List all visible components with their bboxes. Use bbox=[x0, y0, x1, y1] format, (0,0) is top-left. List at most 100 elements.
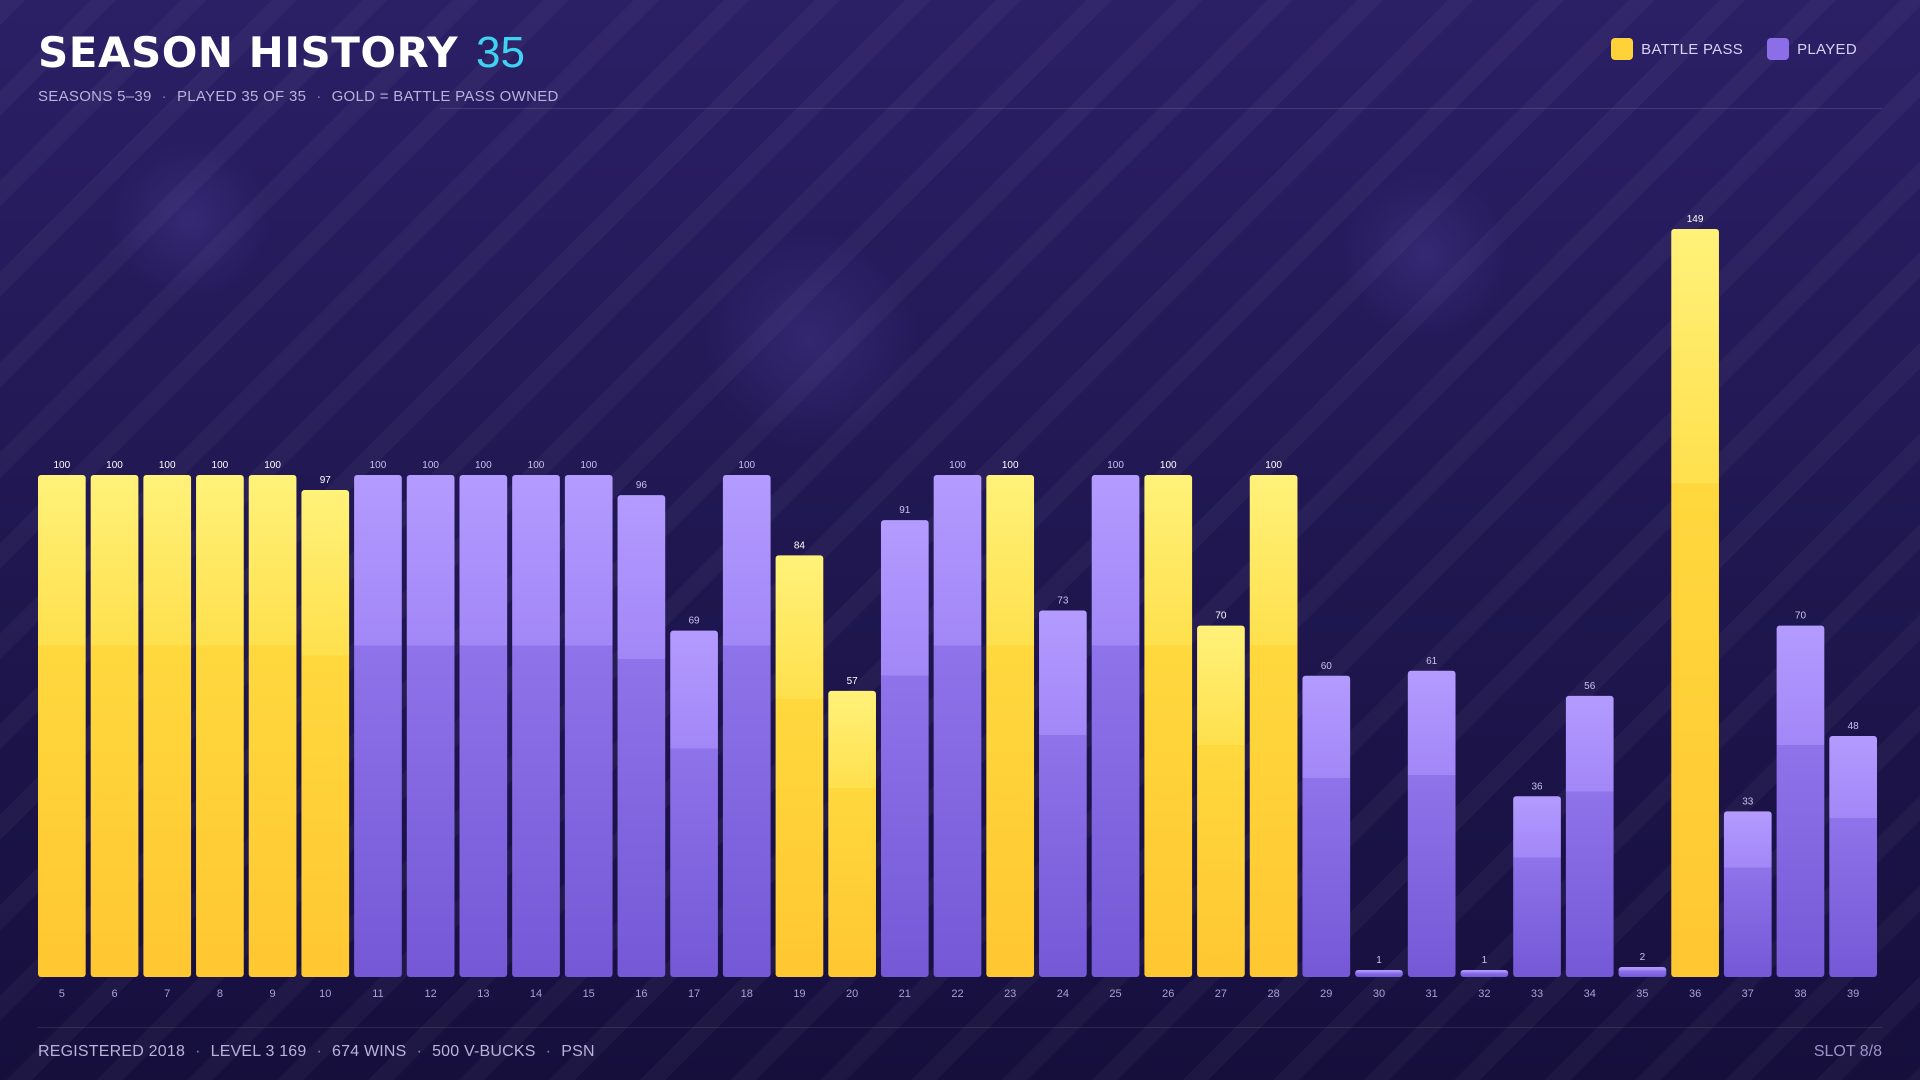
value-label-season-5: 100 bbox=[53, 460, 70, 471]
bar-season-38 bbox=[1776, 625, 1825, 977]
category-label-season-20: 20 bbox=[846, 988, 858, 1000]
bar-season-8 bbox=[196, 475, 244, 977]
category-label-season-21: 21 bbox=[899, 988, 911, 1000]
bar-season-17 bbox=[670, 630, 718, 977]
bar-season-9 bbox=[248, 475, 297, 977]
header-divider bbox=[440, 108, 1882, 109]
footer-separator: · bbox=[316, 1043, 323, 1060]
bar-season-13 bbox=[459, 475, 508, 977]
value-label-season-39: 48 bbox=[1848, 721, 1860, 732]
bar-season-12 bbox=[406, 475, 455, 977]
bar-season-28 bbox=[1249, 475, 1298, 977]
bar-season-26 bbox=[1144, 475, 1193, 977]
bar-season-20 bbox=[828, 690, 876, 977]
footer-separator: · bbox=[416, 1043, 423, 1060]
subtitle-seasons-range: SEASONS 5–39 bbox=[38, 88, 152, 105]
category-label-season-27: 27 bbox=[1215, 988, 1227, 1000]
footer-wins: 674 WINS bbox=[332, 1043, 407, 1060]
value-label-season-36: 149 bbox=[1687, 214, 1704, 225]
subtitle-played-count: PLAYED 35 OF 35 bbox=[176, 88, 307, 105]
value-label-season-27: 70 bbox=[1215, 611, 1227, 622]
value-label-season-37: 33 bbox=[1742, 796, 1754, 807]
category-label-season-34: 34 bbox=[1584, 988, 1596, 1000]
value-label-season-19: 84 bbox=[794, 540, 806, 551]
category-label-season-16: 16 bbox=[635, 988, 647, 1000]
category-label-season-22: 22 bbox=[951, 988, 963, 1000]
category-label-season-9: 9 bbox=[270, 988, 276, 1000]
value-label-season-6: 100 bbox=[106, 460, 123, 471]
value-label-season-24: 73 bbox=[1057, 596, 1069, 607]
category-label-season-30: 30 bbox=[1373, 988, 1385, 1000]
category-label-season-17: 17 bbox=[688, 988, 700, 1000]
value-label-season-21: 91 bbox=[899, 505, 911, 516]
category-label-season-12: 12 bbox=[425, 988, 437, 1000]
bar-season-24 bbox=[1039, 610, 1087, 977]
value-label-season-31: 61 bbox=[1426, 656, 1438, 667]
legend-item-battle-pass: BATTLE PASS bbox=[1611, 38, 1743, 60]
bar-season-21 bbox=[880, 520, 929, 977]
value-label-season-35: 2 bbox=[1640, 952, 1646, 963]
footer-separator: · bbox=[195, 1043, 201, 1060]
value-label-season-29: 60 bbox=[1321, 661, 1333, 672]
bar-season-30 bbox=[1355, 970, 1403, 977]
bar-season-36 bbox=[1671, 229, 1719, 977]
value-label-season-14: 100 bbox=[528, 460, 545, 471]
subtitle-separator: · bbox=[316, 88, 322, 105]
value-label-season-26: 100 bbox=[1160, 460, 1177, 471]
value-label-season-10: 97 bbox=[320, 475, 332, 486]
bar-season-15 bbox=[564, 475, 613, 977]
bar-season-5 bbox=[38, 475, 86, 977]
footer-divider bbox=[38, 1027, 1882, 1028]
bar-season-32 bbox=[1460, 970, 1509, 977]
value-label-season-16: 96 bbox=[636, 480, 648, 491]
category-label-season-38: 38 bbox=[1794, 988, 1806, 1000]
slot-indicator: SLOT 8/8 bbox=[1813, 1043, 1882, 1060]
value-label-season-7: 100 bbox=[159, 460, 176, 471]
footer-vbucks: 500 V-BUCKS bbox=[432, 1043, 536, 1060]
chart-title: SEASON HISTORY bbox=[38, 28, 459, 77]
bar-season-25 bbox=[1091, 475, 1140, 977]
bar-season-10 bbox=[301, 490, 350, 977]
bar-season-19 bbox=[775, 555, 824, 977]
category-label-season-28: 28 bbox=[1267, 988, 1279, 1000]
value-label-season-9: 100 bbox=[264, 460, 281, 471]
category-label-season-32: 32 bbox=[1478, 988, 1490, 1000]
value-label-season-15: 100 bbox=[580, 460, 597, 471]
subtitle-color-note: GOLD = BATTLE PASS OWNED bbox=[331, 88, 559, 105]
legend-swatch-battle-pass bbox=[1611, 38, 1634, 60]
category-label-season-39: 39 bbox=[1847, 988, 1859, 1000]
season-count: 35 bbox=[476, 28, 525, 77]
footer-level: LEVEL 3 169 bbox=[210, 1043, 307, 1060]
bar-season-18 bbox=[722, 475, 771, 977]
category-label-season-15: 15 bbox=[583, 988, 595, 1000]
category-label-season-26: 26 bbox=[1162, 988, 1174, 1000]
bar-season-33 bbox=[1513, 796, 1561, 977]
legend-swatch-played bbox=[1767, 38, 1790, 60]
legend-label-played: PLAYED bbox=[1797, 40, 1857, 58]
category-label-season-18: 18 bbox=[741, 988, 753, 1000]
value-label-season-12: 100 bbox=[422, 460, 439, 471]
category-label-season-37: 37 bbox=[1742, 988, 1754, 1000]
bar-season-22 bbox=[933, 475, 982, 977]
value-label-season-34: 56 bbox=[1584, 681, 1596, 692]
bar-season-35 bbox=[1618, 966, 1667, 977]
bar-season-6 bbox=[90, 475, 139, 977]
footer-separator: · bbox=[545, 1043, 552, 1060]
season-bar-chart: 1005100610071008100997101001110012100131… bbox=[38, 214, 1877, 1000]
bar-season-7 bbox=[143, 475, 192, 977]
bar-season-27 bbox=[1197, 625, 1245, 977]
category-label-season-13: 13 bbox=[477, 988, 489, 1000]
value-label-season-28: 100 bbox=[1265, 460, 1282, 471]
bar-season-14 bbox=[512, 475, 560, 977]
category-label-season-7: 7 bbox=[164, 988, 170, 1000]
bar-season-34 bbox=[1565, 695, 1614, 977]
category-label-season-8: 8 bbox=[217, 988, 223, 1000]
value-label-season-8: 100 bbox=[212, 460, 229, 471]
category-label-season-24: 24 bbox=[1057, 988, 1069, 1000]
legend-item-played: PLAYED bbox=[1767, 38, 1857, 60]
subtitle-separator: · bbox=[161, 88, 167, 105]
footer-registered: REGISTERED 2018 bbox=[38, 1043, 186, 1060]
bar-season-23 bbox=[986, 475, 1035, 977]
value-label-season-17: 69 bbox=[689, 616, 701, 627]
category-label-season-33: 33 bbox=[1531, 988, 1543, 1000]
